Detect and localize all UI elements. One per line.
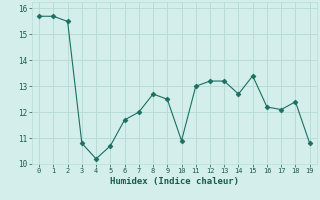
X-axis label: Humidex (Indice chaleur): Humidex (Indice chaleur) <box>110 177 239 186</box>
